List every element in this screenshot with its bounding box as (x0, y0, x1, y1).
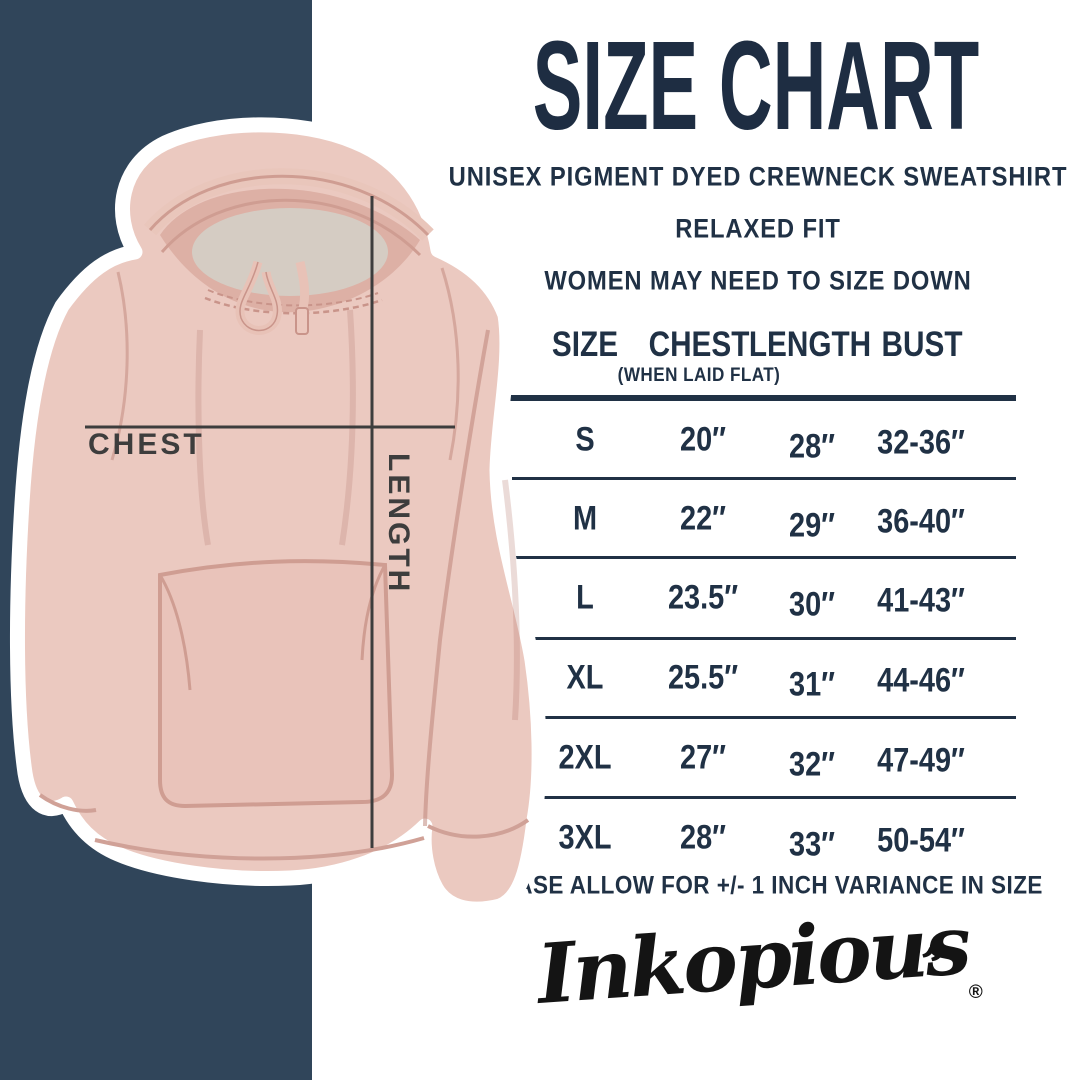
cell-chest: 28″ (680, 818, 726, 857)
subtitle-sizing-advice: WOMEN MAY NEED TO SIZE DOWN (544, 265, 972, 296)
cell-size: M (572, 499, 598, 538)
cell-bust: 50-54″ (877, 821, 965, 860)
row-divider (512, 477, 1016, 480)
cell-bust: 44-46″ (877, 661, 965, 700)
row-divider (512, 637, 1016, 640)
cell-bust: 32-36″ (877, 423, 965, 462)
cell-length: 33″ (789, 825, 835, 864)
cell-chest: 27″ (680, 738, 726, 777)
cell-chest: 20″ (680, 420, 726, 459)
navy-background-band (0, 0, 312, 1080)
cell-length: 28″ (789, 427, 835, 466)
cell-size: L (576, 578, 594, 617)
row-divider (512, 556, 1016, 559)
table-header-rule (505, 395, 1016, 401)
cell-size: S (575, 420, 595, 459)
row-divider (512, 796, 1016, 799)
cell-length: 30″ (789, 585, 835, 624)
registered-trademark-symbol: ® (968, 982, 983, 1003)
row-divider (512, 716, 1016, 719)
col-header-bust: BUST (881, 325, 963, 364)
cell-chest: 25.5″ (667, 658, 739, 697)
length-measure-label: LENGTH (382, 453, 415, 595)
cell-chest: 23.5″ (667, 578, 739, 617)
chest-subnote: (WHEN LAID FLAT) (617, 365, 781, 386)
cell-length: 31″ (789, 665, 835, 704)
cell-length: 32″ (789, 745, 835, 784)
chest-measure-label: CHEST (88, 428, 205, 461)
cell-size: 2XL (558, 738, 612, 777)
cell-bust: 36-40″ (877, 502, 965, 541)
cell-bust: 41-43″ (877, 581, 965, 620)
col-header-chest: CHEST (648, 325, 750, 364)
cell-size: XL (566, 658, 604, 697)
cell-length: 29″ (789, 506, 835, 545)
brand-logo: Inkopious® ” (497, 897, 1023, 1023)
cell-chest: 22″ (680, 499, 726, 538)
subtitle-product: UNISEX PIGMENT DYED CREWNECK SWEATSHIRT (448, 161, 1068, 192)
cell-bust: 47-49″ (877, 741, 965, 780)
col-header-length: LENGTH (748, 325, 872, 364)
col-header-size: SIZE (551, 325, 619, 364)
cell-size: 3XL (558, 818, 612, 857)
variance-note: PLEASE ALLOW FOR +/- 1 INCH VARIANCE IN … (471, 871, 1043, 900)
subtitle-fit: RELAXED FIT (675, 213, 841, 244)
page-title: SIZE CHART (532, 15, 980, 157)
brand-logo-text: Inkopious (534, 897, 972, 1023)
